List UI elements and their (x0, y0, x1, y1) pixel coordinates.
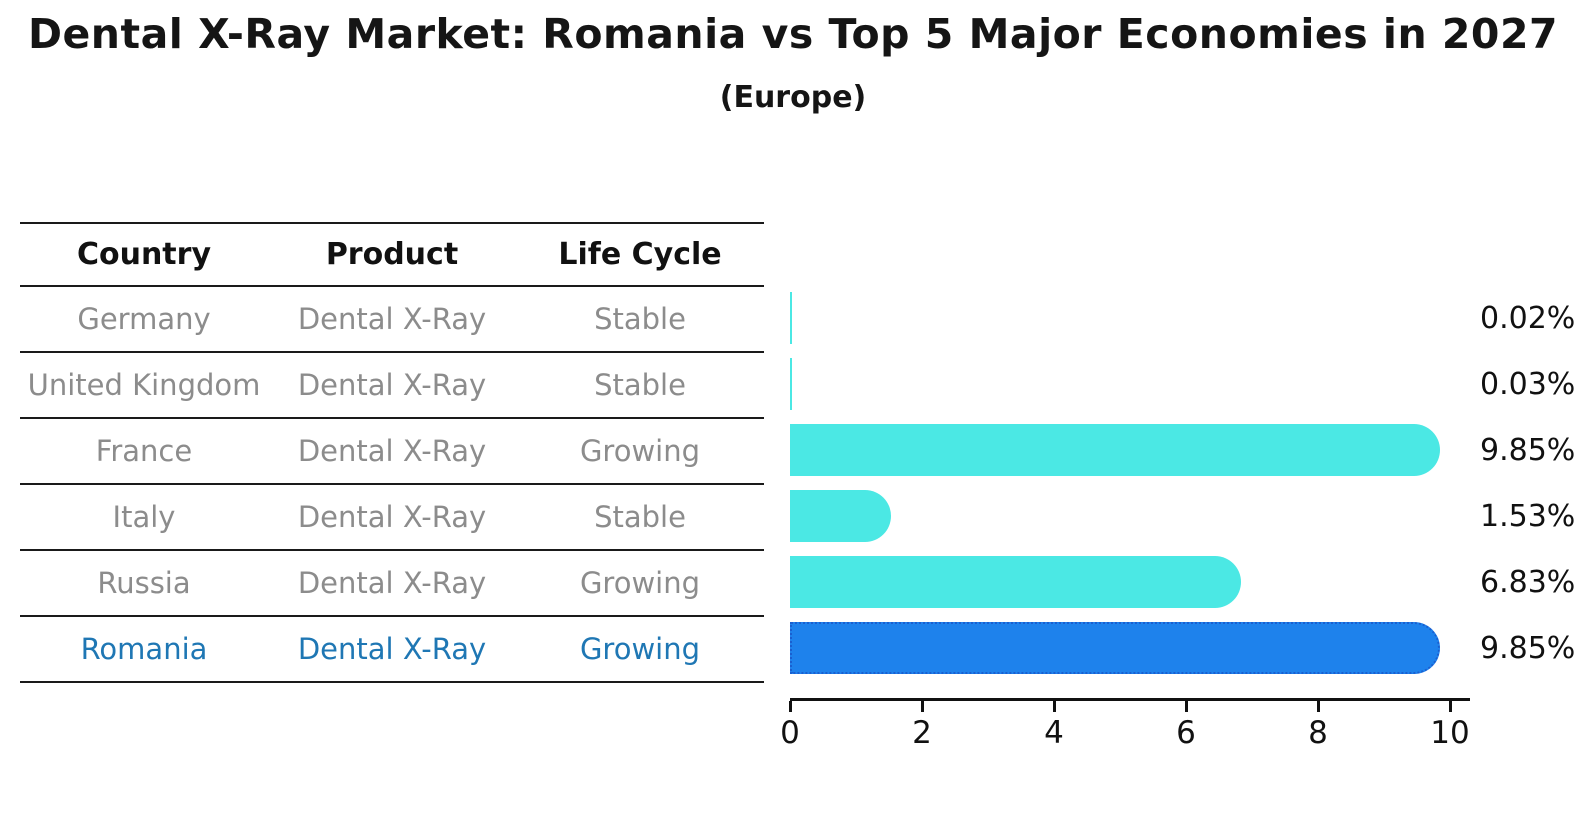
chart-subtitle: (Europe) (719, 80, 867, 115)
x-axis-tick-mark (1185, 701, 1188, 712)
table-cell-country: Germany (77, 302, 211, 336)
value-label-united-kingdom: 0.03% (1480, 366, 1576, 402)
x-axis-tick-mark (1317, 701, 1320, 712)
chart-title: Dental X-Ray Market: Romania vs Top 5 Ma… (27, 10, 1559, 58)
table-row-russia: Russia Dental X-Ray Growing (20, 551, 764, 617)
table-cell-country: Romania (80, 632, 208, 666)
x-axis-tick-mark (1053, 701, 1056, 712)
value-label-romania: 9.85% (1480, 630, 1576, 666)
bar-row-germany (790, 285, 1470, 351)
x-axis-tick-mark (921, 701, 924, 712)
table-header-country: Country (76, 237, 212, 272)
value-label-germany: 0.02% (1480, 300, 1576, 336)
value-label-italy: 1.53% (1480, 498, 1576, 534)
bar-plot-area (790, 285, 1470, 681)
bar-row-italy (790, 483, 1470, 549)
bar-row-russia (790, 549, 1470, 615)
x-axis: 0 2 4 6 8 10 (780, 698, 1470, 751)
table-cell-product: Dental X-Ray (297, 500, 487, 534)
bar-germany (790, 292, 792, 344)
table-row-united-kingdom: United Kingdom Dental X-Ray Stable (20, 353, 764, 419)
table-row-italy: Italy Dental X-Ray Stable (20, 485, 764, 551)
bar-italy (790, 490, 891, 542)
table-cell-product: Dental X-Ray (297, 302, 487, 336)
bar-row-united-kingdom (790, 351, 1470, 417)
table-cell-country: France (95, 434, 193, 468)
table-cell-country: United Kingdom (27, 368, 261, 402)
table-cell-country: Italy (112, 500, 176, 534)
bar-value-labels: 0.02% 0.03% 9.85% 1.53% 6.83% 9.85% (1480, 285, 1586, 681)
value-label-russia: 6.83% (1480, 564, 1576, 600)
bar-united-kingdom (790, 358, 792, 410)
x-axis-tick-mark (789, 701, 792, 712)
table-header-lifecycle: Life Cycle (558, 237, 722, 272)
table-cell-product: Dental X-Ray (297, 632, 487, 666)
table-cell-product: Dental X-Ray (297, 434, 487, 468)
table-row-romania: Romania Dental X-Ray Growing (20, 617, 764, 683)
x-axis-tick-label: 4 (1044, 715, 1064, 751)
table-cell-lifecycle: Growing (579, 434, 701, 468)
x-axis-tick-label: 0 (780, 715, 800, 751)
table-cell-country: Russia (97, 566, 191, 600)
table-row-germany: Germany Dental X-Ray Stable (20, 287, 764, 353)
bar-row-romania (790, 615, 1470, 681)
x-axis-tick-label: 6 (1176, 715, 1196, 751)
table-cell-lifecycle: Stable (594, 500, 686, 534)
table-header-product: Product (325, 237, 459, 272)
value-label-france: 9.85% (1480, 432, 1576, 468)
x-axis-tick-label: 8 (1308, 715, 1328, 751)
table-cell-product: Dental X-Ray (297, 566, 487, 600)
x-axis-tick-label: 2 (912, 715, 932, 751)
bar-row-france (790, 417, 1470, 483)
table-body: Germany Dental X-Ray Stable United Kingdom D… (20, 287, 764, 683)
x-axis-tick-label: 10 (1430, 715, 1470, 751)
table-cell-lifecycle: Stable (594, 302, 686, 336)
bar-russia (790, 556, 1241, 608)
table-cell-lifecycle: Growing (579, 632, 701, 666)
x-axis-tick-mark (1449, 701, 1452, 712)
table-cell-product: Dental X-Ray (297, 368, 487, 402)
country-table: Country Product Life Cycle Germany Dental… (20, 222, 764, 683)
bar-france (790, 424, 1441, 476)
table-cell-lifecycle: Stable (594, 368, 686, 402)
table-row-france: France Dental X-Ray Growing (20, 419, 764, 485)
bar-romania (790, 622, 1441, 674)
table-cell-lifecycle: Growing (579, 566, 701, 600)
table-header-row: Country Product Life Cycle (20, 224, 764, 287)
